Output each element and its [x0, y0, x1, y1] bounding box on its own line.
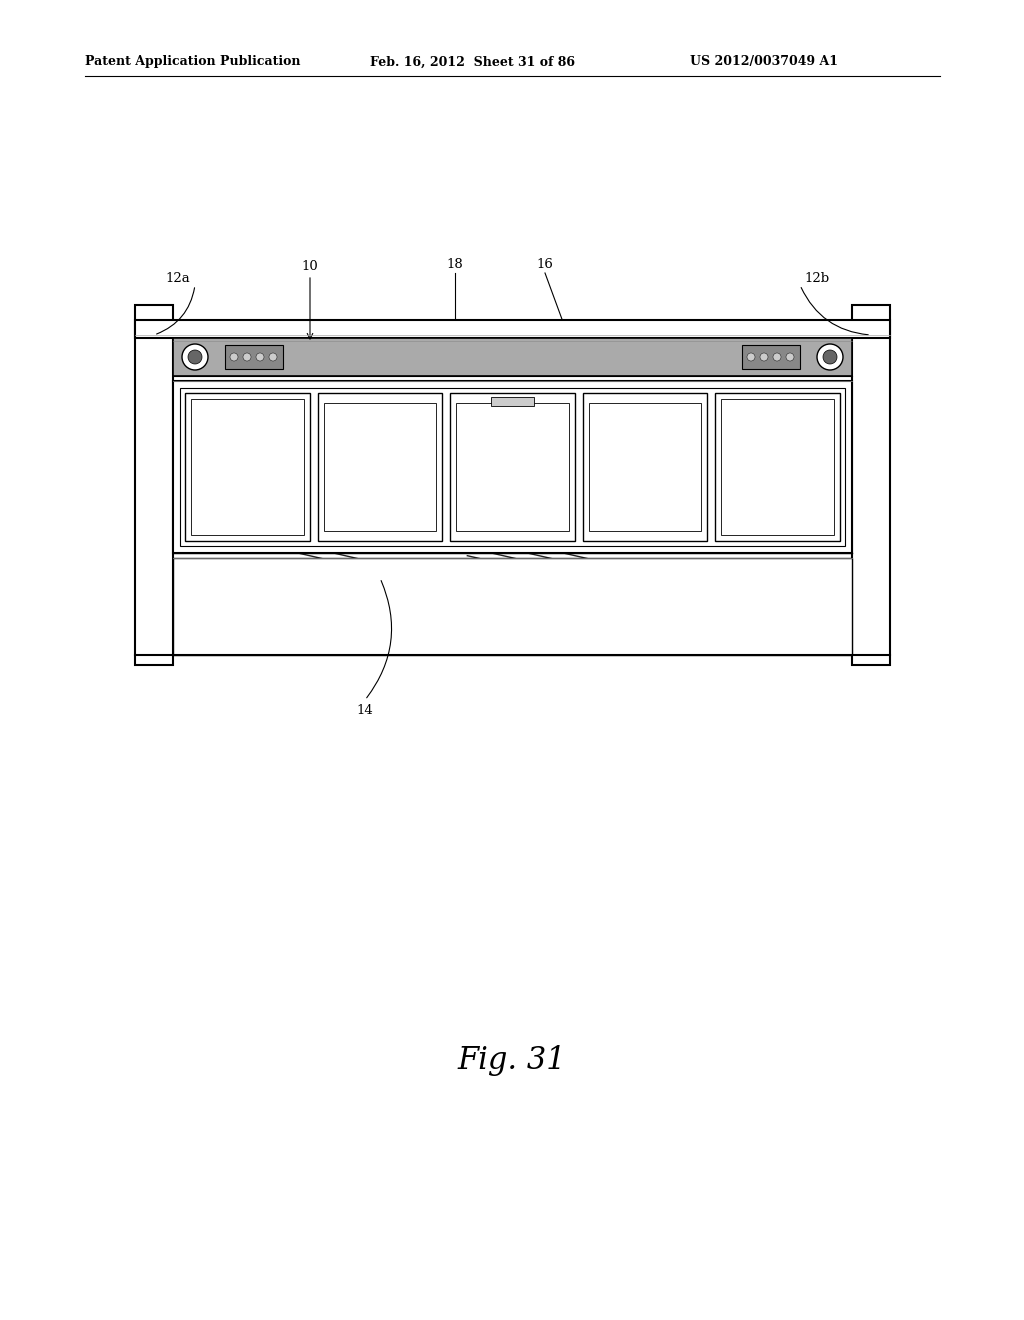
Text: 14: 14	[356, 704, 374, 717]
Bar	[589, 403, 701, 531]
Bar	[191, 399, 303, 535]
Circle shape	[230, 352, 238, 360]
Circle shape	[786, 352, 794, 360]
Circle shape	[188, 350, 202, 364]
Circle shape	[269, 352, 278, 360]
Text: 12a: 12a	[166, 272, 190, 285]
Text: 10: 10	[302, 260, 318, 273]
Circle shape	[256, 352, 264, 360]
Text: 12b: 12b	[805, 272, 829, 285]
Bar	[317, 393, 442, 541]
Bar	[742, 345, 800, 370]
Circle shape	[760, 352, 768, 360]
Bar	[583, 393, 708, 541]
Circle shape	[243, 352, 251, 360]
Bar	[135, 305, 173, 665]
Bar	[185, 393, 309, 541]
Circle shape	[823, 350, 837, 364]
Bar	[135, 319, 890, 338]
Circle shape	[182, 345, 208, 370]
Bar	[225, 345, 283, 370]
Bar	[173, 338, 852, 376]
Text: 18: 18	[446, 259, 464, 272]
Bar	[716, 393, 840, 541]
Circle shape	[746, 352, 755, 360]
Bar	[457, 403, 568, 531]
Bar	[490, 397, 535, 407]
Circle shape	[817, 345, 843, 370]
Text: Patent Application Publication: Patent Application Publication	[85, 55, 300, 69]
Bar	[173, 381, 852, 553]
Text: Feb. 16, 2012  Sheet 31 of 86: Feb. 16, 2012 Sheet 31 of 86	[370, 55, 575, 69]
Bar	[451, 393, 574, 541]
Bar	[180, 388, 845, 546]
Circle shape	[773, 352, 781, 360]
Bar	[852, 305, 890, 665]
Text: US 2012/0037049 A1: US 2012/0037049 A1	[690, 55, 838, 69]
Text: Fig. 31: Fig. 31	[458, 1044, 566, 1076]
Text: 16: 16	[537, 259, 553, 272]
Bar	[173, 558, 852, 655]
Bar	[721, 399, 834, 535]
Bar	[324, 403, 436, 531]
